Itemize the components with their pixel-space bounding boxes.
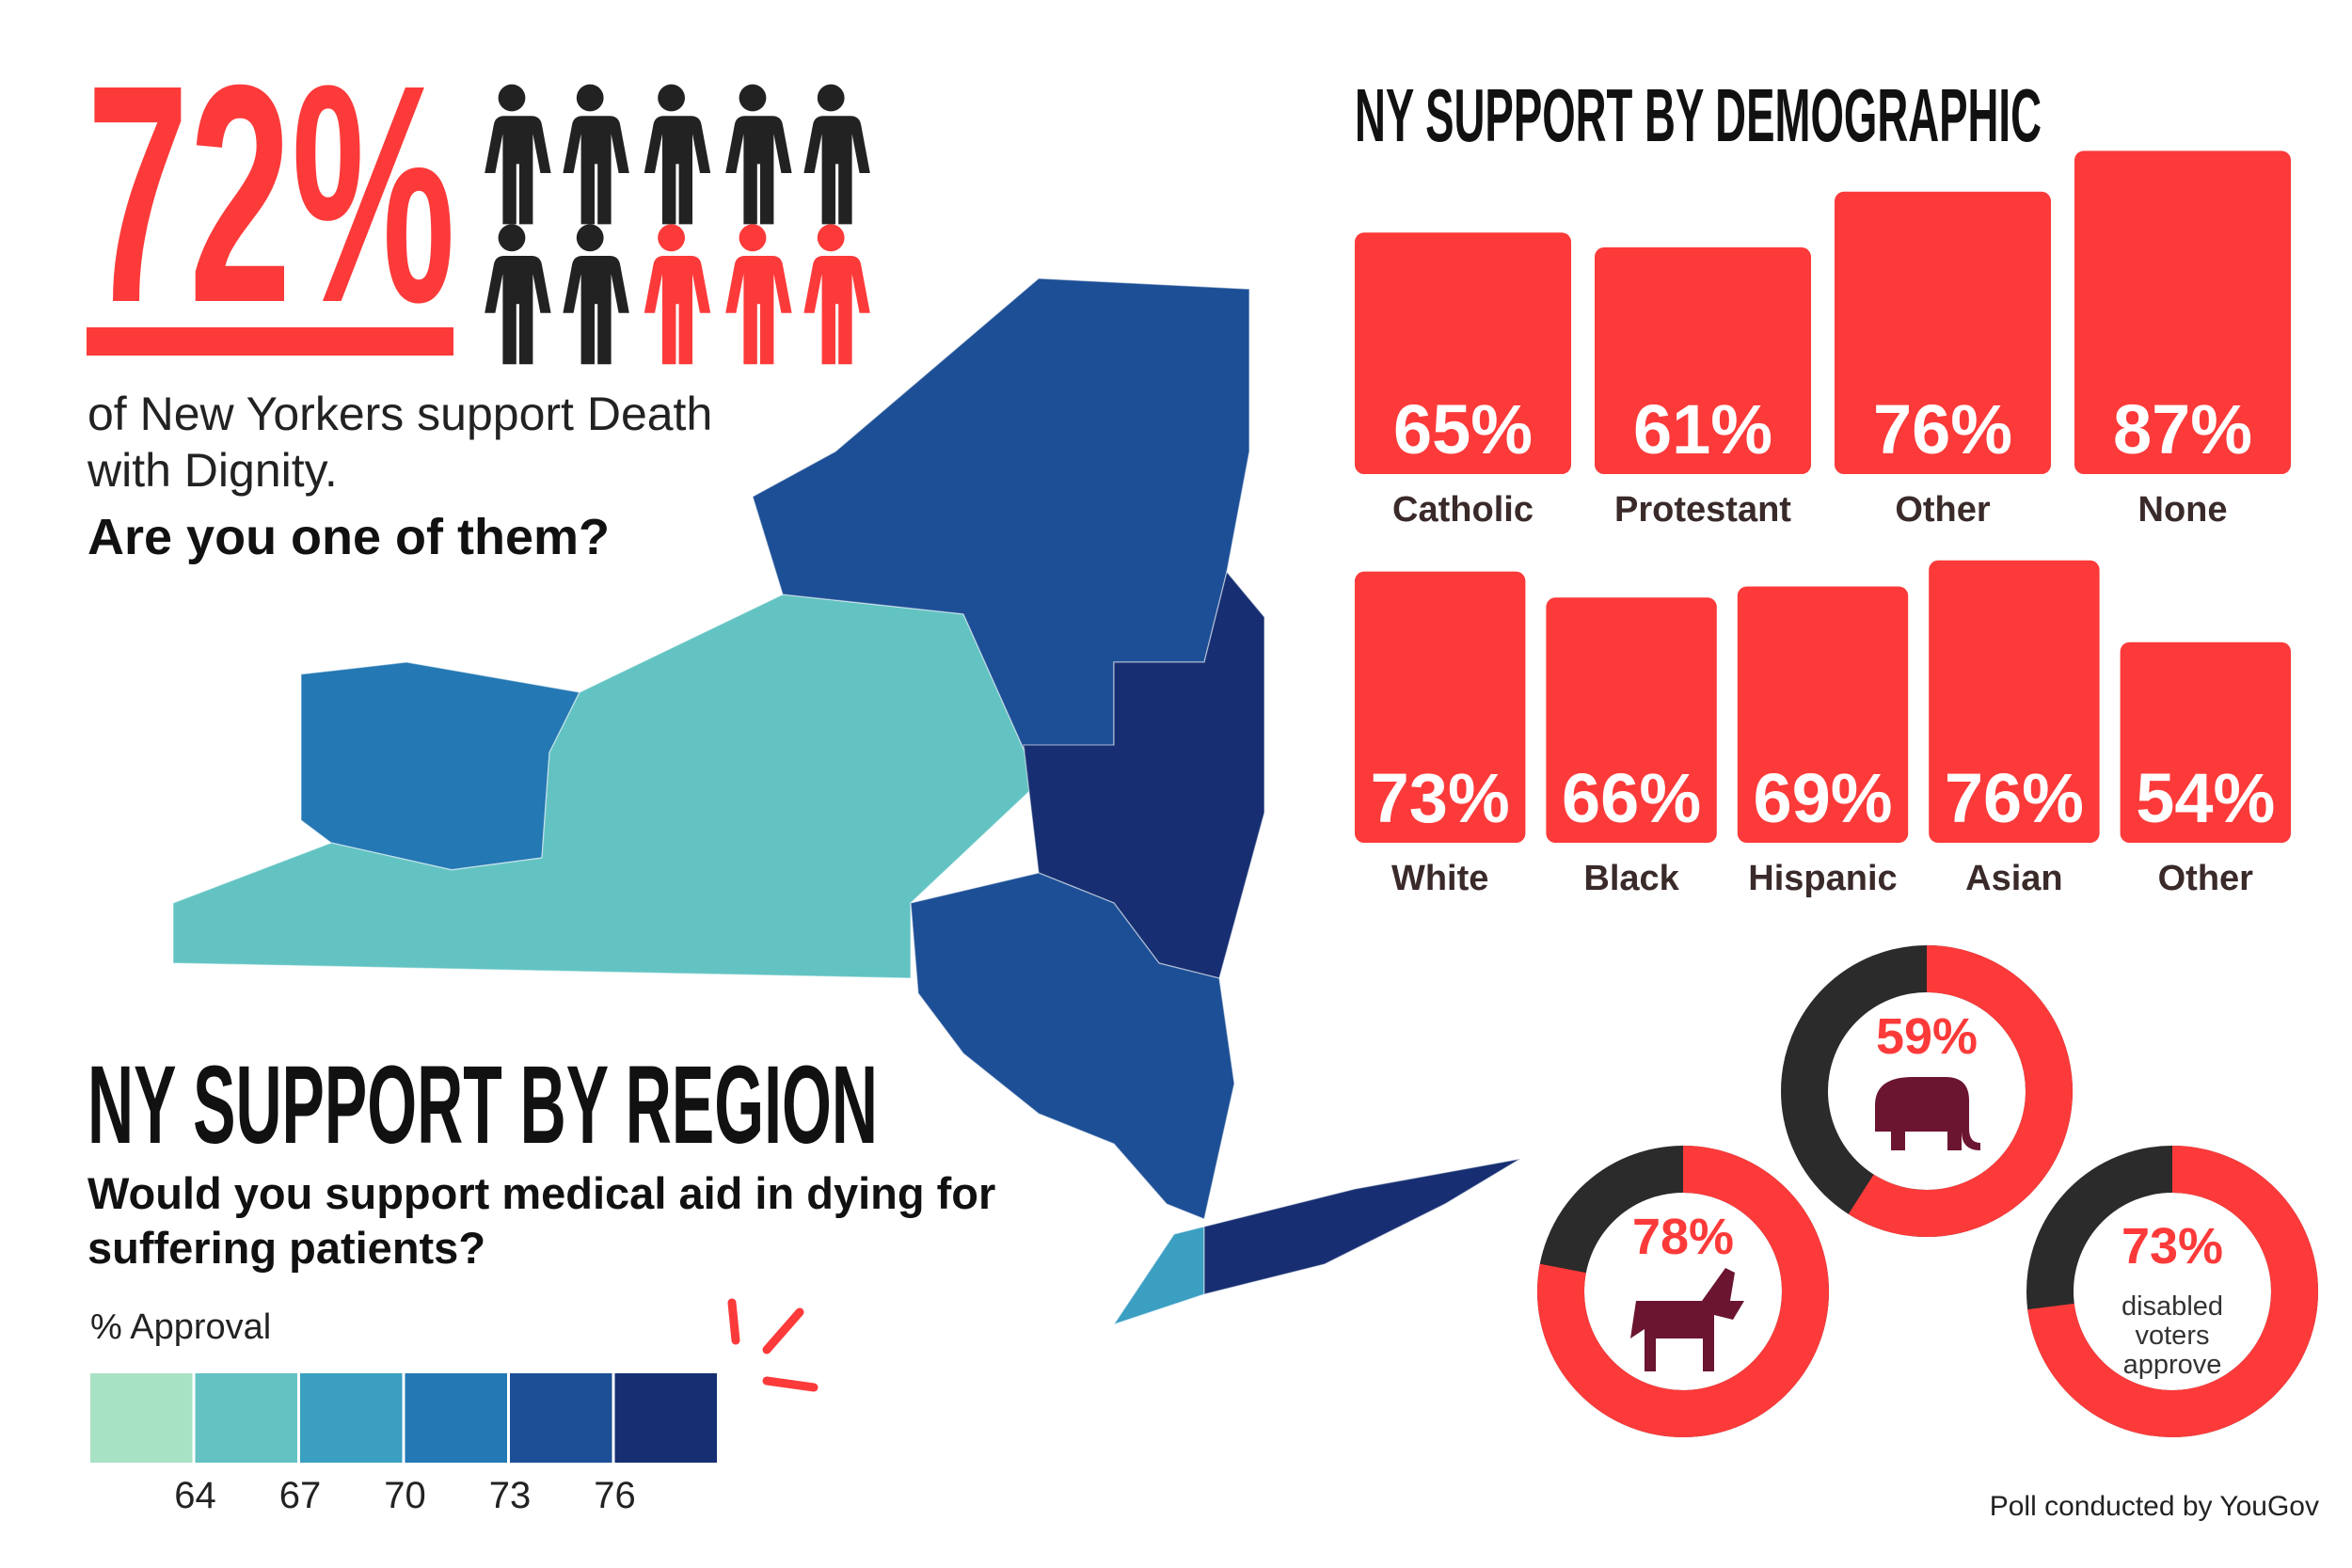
region — [1203, 1158, 1521, 1295]
legend-swatch — [300, 1373, 403, 1463]
person-head — [498, 84, 526, 112]
region-title: NY SUPPORT BY REGION — [87, 1043, 878, 1167]
bar-category-label: Hispanic — [1748, 859, 1897, 898]
ny-map — [172, 277, 1521, 1326]
person-body — [803, 256, 870, 365]
donut-label: 59% — [1876, 1008, 1978, 1065]
person-head — [817, 84, 845, 112]
legend-title: % Approval — [90, 1307, 272, 1347]
bar — [1546, 597, 1717, 843]
demographic-title: NY SUPPORT BY DEMOGRAPHIC — [1355, 73, 2042, 157]
bar-value-label: 76% — [1873, 390, 2012, 468]
legend-tick-label: 70 — [384, 1475, 426, 1516]
legend-tick-label: 64 — [174, 1475, 216, 1516]
person-head — [658, 224, 685, 252]
legend-swatch — [195, 1373, 297, 1463]
bar-value-label: 76% — [1945, 759, 2084, 837]
bar — [1835, 191, 2051, 475]
region — [1112, 1226, 1205, 1326]
bar-category-label: None — [2138, 490, 2228, 530]
bar-category-label: Other — [1895, 490, 1991, 530]
region — [300, 661, 580, 871]
legend-tick-label: 73 — [489, 1475, 532, 1516]
bar-category-label: Catholic — [1392, 490, 1534, 530]
person-head — [739, 224, 767, 252]
bar-value-label: 54% — [2136, 759, 2275, 837]
region-subtitle: Would you support medical aid in dying f… — [87, 1168, 996, 1273]
headline-text: of New Yorkers support Death with Dignit… — [87, 388, 713, 497]
bar — [1929, 560, 2100, 843]
person-body — [563, 256, 629, 365]
bar-value-label: 69% — [1753, 759, 1892, 837]
legend-swatch — [90, 1373, 193, 1463]
sparks — [727, 1298, 818, 1392]
headline-stat: 72% — [87, 20, 455, 367]
person-body — [485, 116, 551, 225]
bar-category-label: Other — [2158, 859, 2254, 898]
bar-value-label: 66% — [1562, 759, 1701, 837]
bar-category-label: Black — [1583, 859, 1679, 898]
donut-arc — [1781, 945, 2073, 1237]
donut-caption: disabled voters approve — [2122, 1291, 2223, 1380]
bar-category-label: Asian — [1965, 859, 2062, 898]
party-icon — [1875, 1077, 1980, 1150]
footer: Poll conducted by YouGov — [1989, 1491, 2319, 1522]
bar-value-label: 65% — [1393, 390, 1533, 468]
person-body — [803, 116, 870, 225]
donut-label: 73% — [2122, 1218, 2223, 1275]
person-head — [658, 84, 685, 112]
bar — [2120, 641, 2291, 843]
person-head — [576, 224, 604, 252]
bar — [1355, 232, 1571, 474]
person-body — [725, 116, 792, 225]
person-body — [485, 256, 551, 365]
person-body — [644, 256, 711, 365]
bar — [1737, 586, 1909, 843]
donut-label: 78% — [1632, 1209, 1734, 1265]
donut-arc — [2026, 1146, 2318, 1437]
person-head — [576, 84, 604, 112]
legend-swatch — [510, 1373, 612, 1463]
region — [910, 872, 1235, 1220]
donut-arc — [1537, 1146, 1829, 1437]
bar-category-label: White — [1391, 859, 1488, 898]
person-head — [817, 224, 845, 252]
person-body — [563, 116, 629, 225]
bar — [1595, 247, 1811, 474]
person-head — [498, 224, 526, 252]
person-head — [739, 84, 767, 112]
legend-swatch — [405, 1373, 507, 1463]
person-body — [644, 116, 711, 225]
bar-value-label: 87% — [2113, 390, 2252, 468]
headline-question: Are you one of them? — [87, 509, 611, 565]
bar — [2074, 150, 2291, 474]
bar-value-label: 73% — [1371, 759, 1510, 837]
bar-category-label: Protestant — [1614, 490, 1791, 530]
person-body — [725, 256, 792, 365]
underline — [87, 327, 453, 356]
legend-tick-label: 76 — [594, 1475, 636, 1516]
bar — [1355, 571, 1526, 843]
party-icon — [1630, 1268, 1744, 1371]
bar-value-label: 61% — [1633, 390, 1772, 468]
legend-swatch — [614, 1373, 717, 1463]
legend-tick-label: 67 — [279, 1475, 322, 1516]
people-icons — [485, 84, 870, 365]
